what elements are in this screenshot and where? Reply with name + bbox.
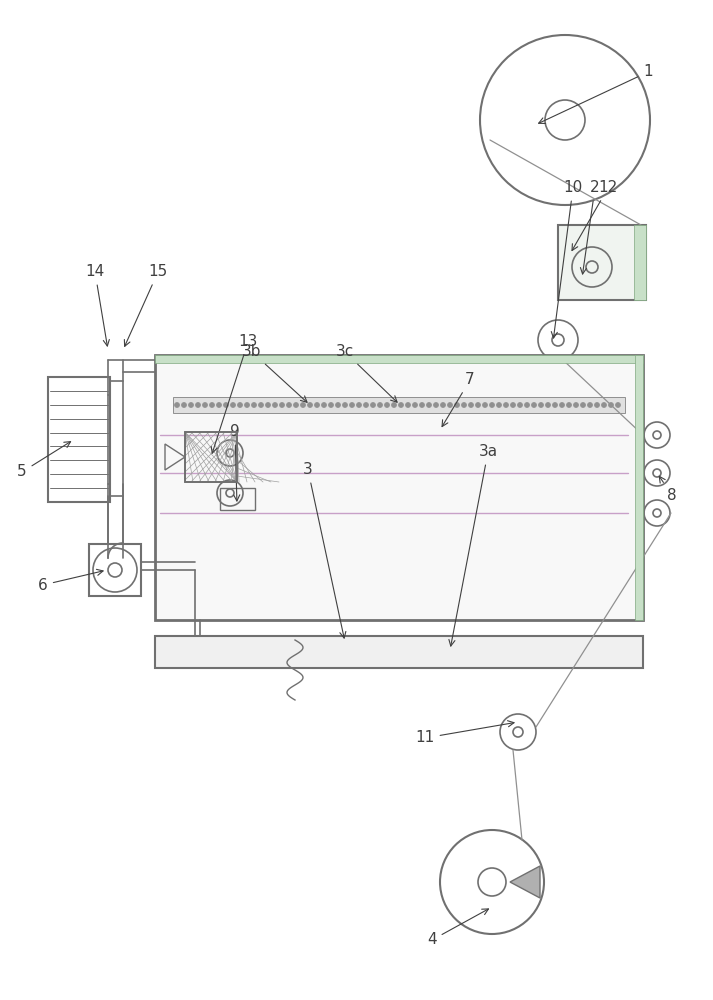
Circle shape xyxy=(454,402,459,408)
Circle shape xyxy=(329,402,334,408)
Circle shape xyxy=(441,402,446,408)
Polygon shape xyxy=(510,866,540,898)
Circle shape xyxy=(615,402,620,408)
Circle shape xyxy=(426,402,431,408)
Circle shape xyxy=(342,402,347,408)
Circle shape xyxy=(356,402,361,408)
Circle shape xyxy=(490,402,495,408)
Bar xyxy=(558,225,646,300)
Bar xyxy=(185,432,237,482)
Circle shape xyxy=(560,402,565,408)
Circle shape xyxy=(553,402,558,408)
Circle shape xyxy=(245,402,250,408)
Text: 13: 13 xyxy=(211,334,257,453)
Circle shape xyxy=(595,402,600,408)
Text: 4: 4 xyxy=(427,909,488,948)
Circle shape xyxy=(573,402,578,408)
Circle shape xyxy=(217,402,222,408)
Circle shape xyxy=(531,402,536,408)
Circle shape xyxy=(294,402,299,408)
Circle shape xyxy=(419,402,424,408)
Circle shape xyxy=(237,402,242,408)
Circle shape xyxy=(525,402,530,408)
Circle shape xyxy=(259,402,264,408)
Circle shape xyxy=(252,402,257,408)
Circle shape xyxy=(461,402,466,408)
Text: 9: 9 xyxy=(230,424,240,501)
Circle shape xyxy=(413,402,418,408)
Circle shape xyxy=(503,402,508,408)
Circle shape xyxy=(210,402,215,408)
Circle shape xyxy=(538,402,543,408)
Circle shape xyxy=(567,402,572,408)
Circle shape xyxy=(223,402,228,408)
Circle shape xyxy=(399,402,404,408)
Circle shape xyxy=(202,402,207,408)
Text: 3b: 3b xyxy=(242,344,307,402)
Circle shape xyxy=(384,402,389,408)
Bar xyxy=(173,397,625,413)
Circle shape xyxy=(545,402,550,408)
Text: 11: 11 xyxy=(416,721,514,746)
Circle shape xyxy=(608,402,613,408)
Text: 2: 2 xyxy=(580,180,600,274)
Text: 3: 3 xyxy=(303,462,346,638)
Circle shape xyxy=(496,402,501,408)
Circle shape xyxy=(195,402,200,408)
Circle shape xyxy=(272,402,277,408)
Circle shape xyxy=(483,402,488,408)
Circle shape xyxy=(364,402,369,408)
Circle shape xyxy=(468,402,473,408)
Circle shape xyxy=(448,402,453,408)
Circle shape xyxy=(588,402,593,408)
Circle shape xyxy=(182,402,187,408)
Circle shape xyxy=(287,402,292,408)
Circle shape xyxy=(188,402,193,408)
Text: 1: 1 xyxy=(538,64,653,123)
Circle shape xyxy=(314,402,319,408)
Circle shape xyxy=(406,402,411,408)
Bar xyxy=(185,432,237,482)
Circle shape xyxy=(371,402,376,408)
Bar xyxy=(220,488,255,510)
Text: 6: 6 xyxy=(38,569,103,592)
Bar xyxy=(48,377,110,502)
Text: 3c: 3c xyxy=(336,344,397,402)
Circle shape xyxy=(322,402,327,408)
Circle shape xyxy=(391,402,396,408)
Bar xyxy=(635,355,643,620)
Bar xyxy=(634,225,646,300)
Circle shape xyxy=(349,402,354,408)
Circle shape xyxy=(230,402,235,408)
Bar xyxy=(89,544,141,596)
Text: 12: 12 xyxy=(572,180,617,251)
Circle shape xyxy=(300,402,305,408)
Circle shape xyxy=(377,402,382,408)
Text: 14: 14 xyxy=(86,264,109,346)
Bar xyxy=(185,432,237,482)
Circle shape xyxy=(476,402,481,408)
Bar xyxy=(155,636,643,668)
Circle shape xyxy=(265,402,270,408)
Text: 10: 10 xyxy=(551,180,583,338)
Text: 15: 15 xyxy=(124,264,168,346)
Text: 3a: 3a xyxy=(449,444,498,646)
Circle shape xyxy=(336,402,341,408)
Circle shape xyxy=(602,402,607,408)
Circle shape xyxy=(511,402,515,408)
Circle shape xyxy=(518,402,523,408)
Circle shape xyxy=(434,402,438,408)
Text: 7: 7 xyxy=(442,372,475,427)
Circle shape xyxy=(307,402,312,408)
Circle shape xyxy=(279,402,284,408)
Bar xyxy=(155,355,643,620)
Circle shape xyxy=(175,402,180,408)
Text: 5: 5 xyxy=(17,442,71,480)
Bar xyxy=(155,355,643,363)
Circle shape xyxy=(580,402,585,408)
Text: 8: 8 xyxy=(660,476,677,502)
